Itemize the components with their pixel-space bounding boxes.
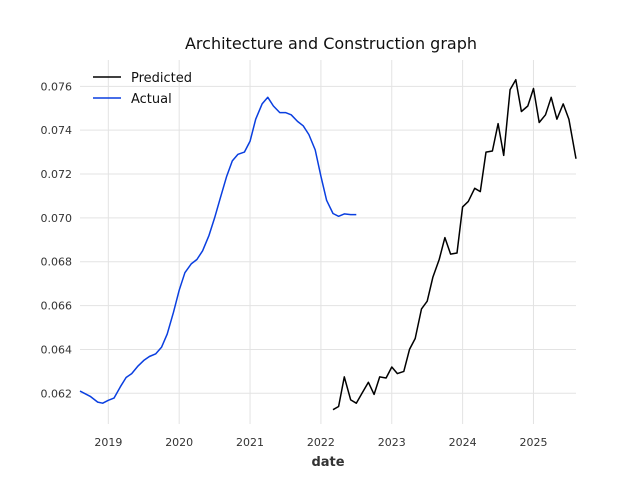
x-tick-label: 2024 [449, 436, 477, 449]
x-tick-label: 2023 [378, 436, 406, 449]
y-tick-label: 0.076 [41, 80, 73, 93]
series-line-predicted [332, 78, 577, 411]
y-tick-label: 0.068 [41, 256, 73, 269]
grid-layer [80, 60, 576, 424]
x-axis-label: date [311, 455, 344, 470]
y-axis-ticks: 0.062 0.064 0.066 0.068 0.070 0.072 0.074 0.076 [41, 80, 73, 400]
x-tick-label: 2021 [236, 436, 264, 449]
chart-title: Architecture and Construction graph [185, 34, 477, 53]
x-tick-label: 2022 [307, 436, 335, 449]
y-tick-label: 0.072 [41, 168, 73, 181]
legend-label-predicted: Predicted [131, 71, 192, 86]
x-axis-ticks: 2019 2020 2021 2022 2023 2024 2025 [94, 436, 547, 449]
y-tick-label: 0.062 [41, 387, 73, 400]
legend-label-actual: Actual [131, 92, 172, 107]
legend: Predicted Actual [93, 71, 192, 107]
series-layer [79, 78, 577, 411]
y-tick-label: 0.064 [41, 343, 73, 356]
y-tick-label: 0.074 [41, 124, 73, 137]
y-tick-label: 0.066 [41, 300, 73, 313]
series-line-actual [79, 96, 357, 404]
x-tick-label: 2025 [519, 436, 547, 449]
x-tick-label: 2020 [165, 436, 193, 449]
y-tick-label: 0.070 [41, 212, 73, 225]
x-tick-label: 2019 [94, 436, 122, 449]
